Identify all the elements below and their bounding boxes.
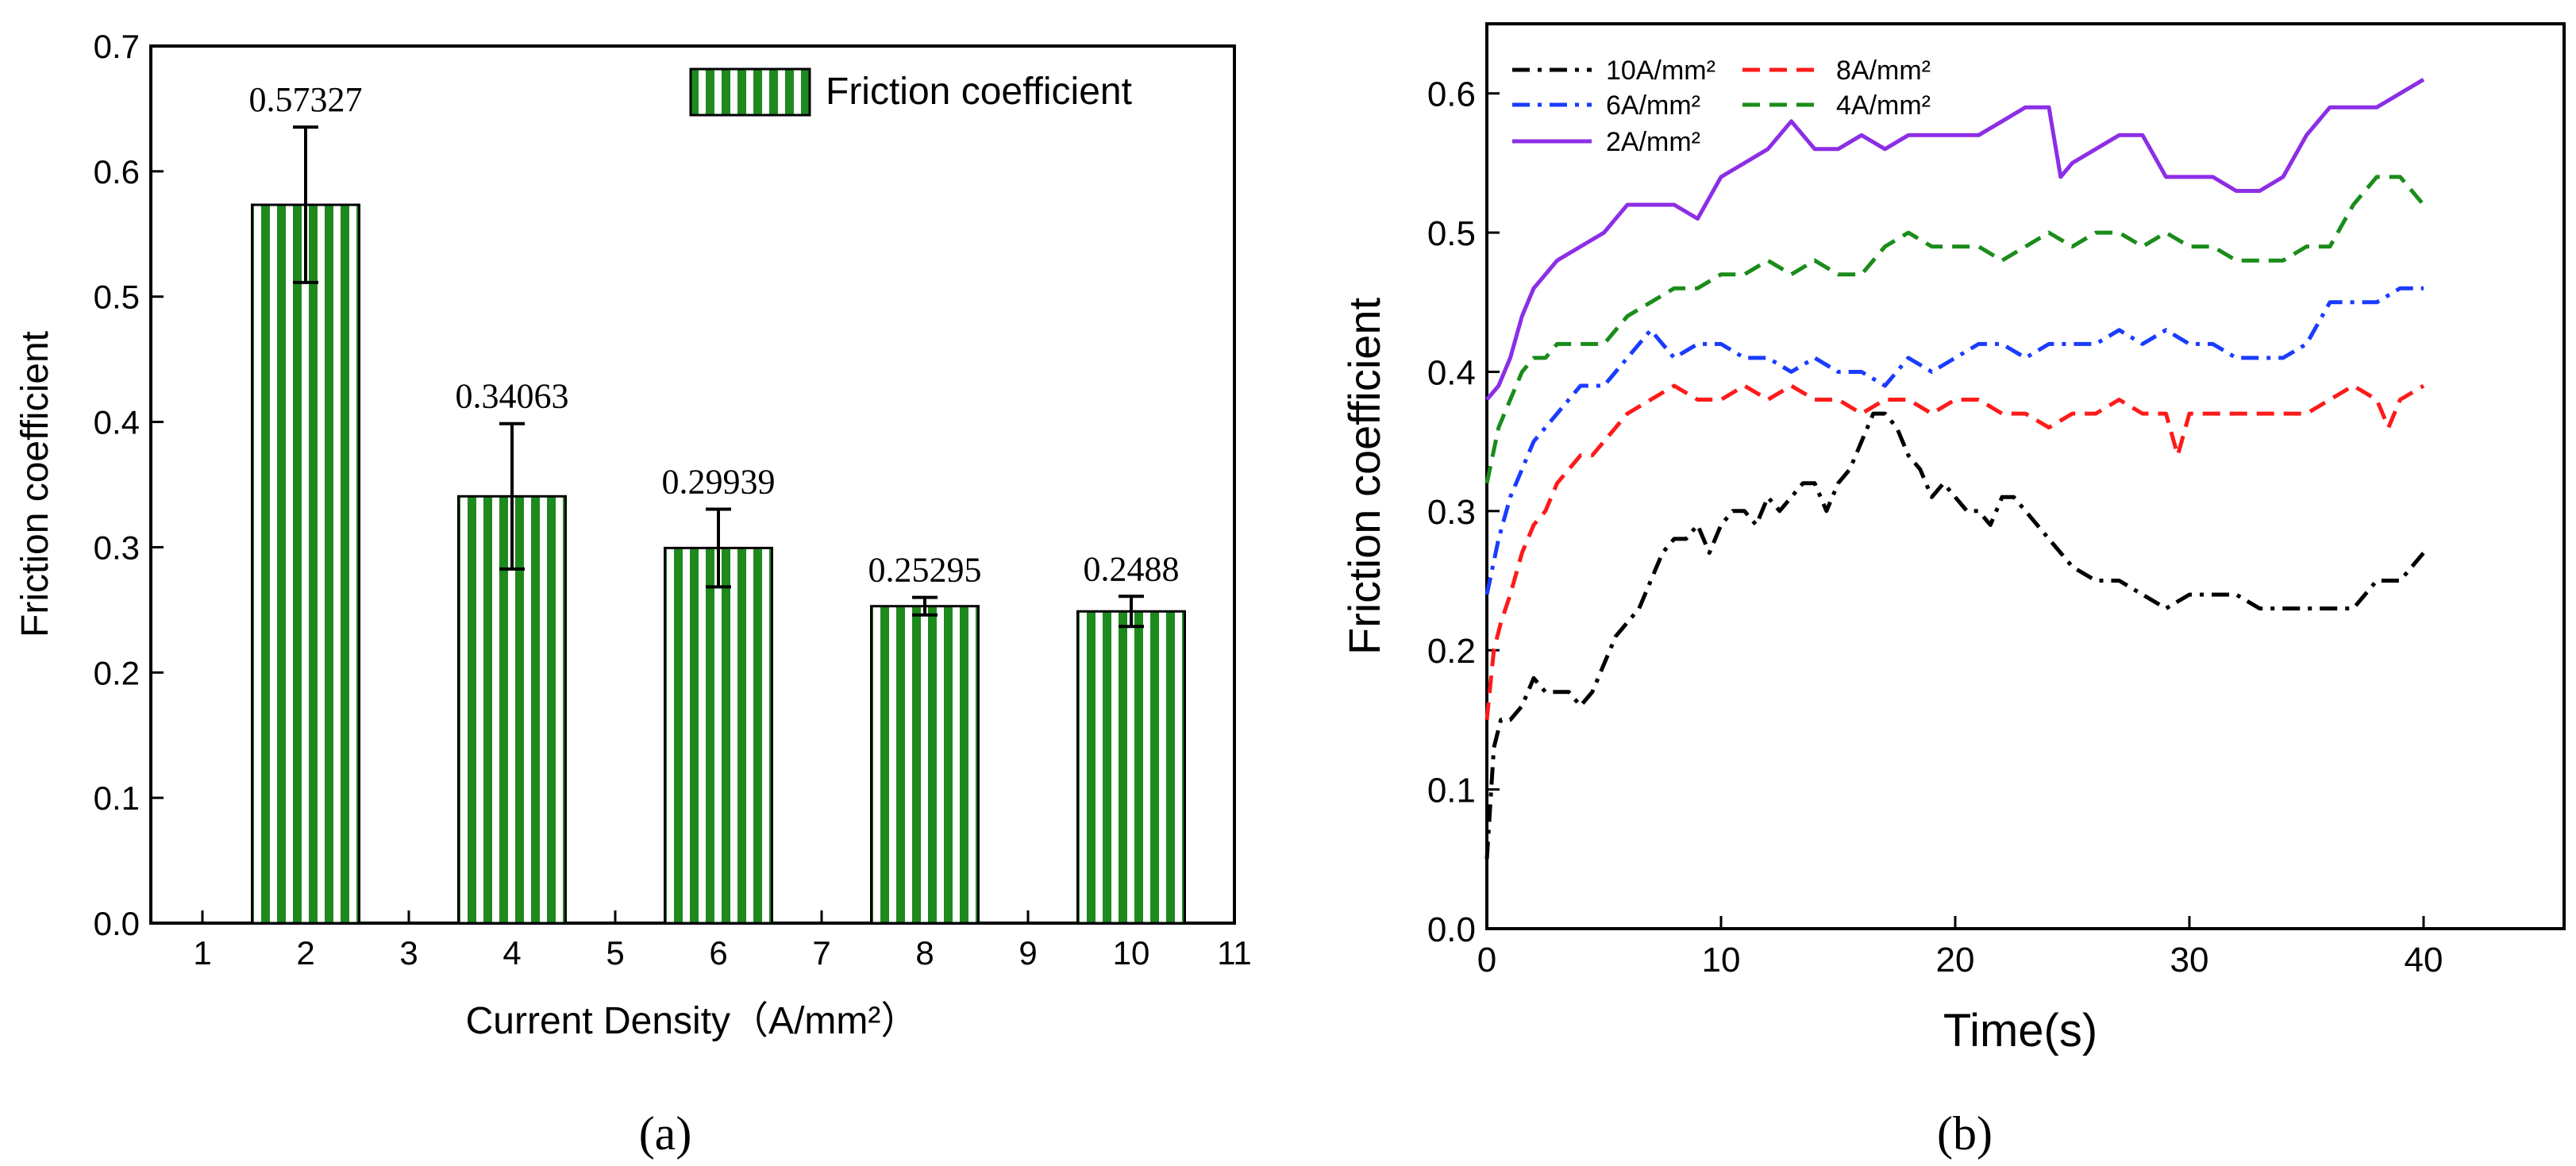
series-line	[1484, 411, 2425, 860]
y-tick-label: 0.7	[94, 28, 140, 65]
bar	[1076, 610, 1186, 925]
y-tick-label: 0.6	[94, 153, 140, 190]
value-label: 0.57327	[249, 80, 363, 119]
y-tick-label: 0.3	[1427, 493, 1476, 532]
x-tick-label: 7	[812, 934, 830, 972]
x-tick-label: 8	[915, 934, 934, 972]
y-tick-label: 0.1	[1427, 772, 1476, 810]
y-tick-label: 0.6	[1427, 75, 1476, 114]
chart-b-frame	[1485, 22, 2566, 930]
value-label: 0.2488	[1084, 549, 1180, 588]
chart-a-ylabel: Friction coefficient	[14, 331, 56, 637]
y-tick-label: 0.5	[1427, 214, 1476, 253]
legend-label-friction: Friction coefficient	[826, 71, 1132, 113]
legend-label: 6A/mm²	[1606, 90, 1700, 121]
y-tick-label: 0.1	[94, 779, 140, 817]
bar	[251, 203, 360, 925]
x-tick-label: 9	[1018, 934, 1037, 972]
x-tick-label: 0	[1477, 941, 1496, 979]
x-tick-label: 3	[399, 934, 418, 972]
y-tick-label: 0.0	[94, 905, 140, 942]
chart-b-y-axis: 0.0 0.1 0.2 0.3 0.4 0.5 0.6	[1427, 75, 1500, 949]
chart-b-ylabel: Friction coefficient	[1339, 297, 1389, 655]
y-tick-label: 0.2	[1427, 632, 1476, 671]
chart-b-x-axis: 0 10 20 30 40	[1477, 916, 2443, 979]
legend-label: 10A/mm²	[1606, 56, 1715, 86]
chart-b-panel-label: (b)	[1937, 1107, 1993, 1160]
y-tick-label: 0.3	[94, 529, 140, 566]
legend-label: 4A/mm²	[1836, 90, 1931, 121]
chart-a-xlabel: Current Density（A/mm²）	[466, 1000, 919, 1042]
value-label: 0.25295	[868, 551, 982, 590]
bar	[664, 546, 773, 925]
legend-label: 2A/mm²	[1606, 127, 1700, 157]
x-tick-label: 1	[193, 934, 211, 972]
bar	[870, 605, 980, 925]
x-tick-label: 20	[1936, 941, 1975, 979]
legend-swatch-friction	[689, 67, 811, 117]
y-tick-label: 0.4	[1427, 353, 1476, 392]
chart-a: 0.0 0.1 0.2 0.3 0.4 0.5 0.6 0.7 1 2 3 4 5 6 7 8 9 10 11 0…	[14, 28, 1252, 1160]
x-tick-label: 40	[2405, 941, 2443, 979]
x-tick-label: 10	[1113, 934, 1150, 972]
y-tick-label: 0.5	[94, 279, 140, 316]
x-tick-label: 11	[1217, 934, 1252, 972]
y-tick-label: 0.0	[1427, 910, 1476, 949]
chart-b: 0.0 0.1 0.2 0.3 0.4 0.5 0.6 0 10 20 30 40 10A/mm² 8…	[1339, 22, 2566, 1160]
y-tick-label: 0.2	[94, 654, 140, 691]
x-tick-label: 2	[296, 934, 314, 972]
chart-b-legend: 10A/mm² 8A/mm² 6A/mm² 4A/mm² 2A/mm²	[1512, 56, 1931, 157]
x-tick-label: 5	[606, 934, 624, 972]
chart-a-y-axis: 0.0 0.1 0.2 0.3 0.4 0.5 0.6 0.7	[94, 28, 164, 942]
chart-b-lines	[1484, 78, 2425, 860]
value-label: 0.29939	[662, 462, 776, 501]
series-line	[1484, 383, 2425, 721]
series-line	[1484, 286, 2424, 595]
series-line	[1484, 175, 2425, 484]
y-tick-label: 0.4	[94, 404, 140, 441]
x-tick-label: 10	[1702, 941, 1741, 979]
series-line	[1485, 78, 2425, 402]
chart-a-legend: Friction coefficient	[689, 67, 1132, 117]
x-tick-label: 4	[502, 934, 521, 972]
chart-a-bars: 0.57327 0.34063 0.29939 0.25295 0.2488	[249, 80, 1186, 925]
chart-a-panel-label: (a)	[639, 1107, 692, 1160]
x-tick-label: 6	[709, 934, 727, 972]
chart-b-xlabel: Time(s)	[1943, 1005, 2097, 1056]
x-tick-label: 30	[2170, 941, 2209, 979]
legend-label: 8A/mm²	[1836, 56, 1931, 86]
value-label: 0.34063	[456, 377, 569, 416]
